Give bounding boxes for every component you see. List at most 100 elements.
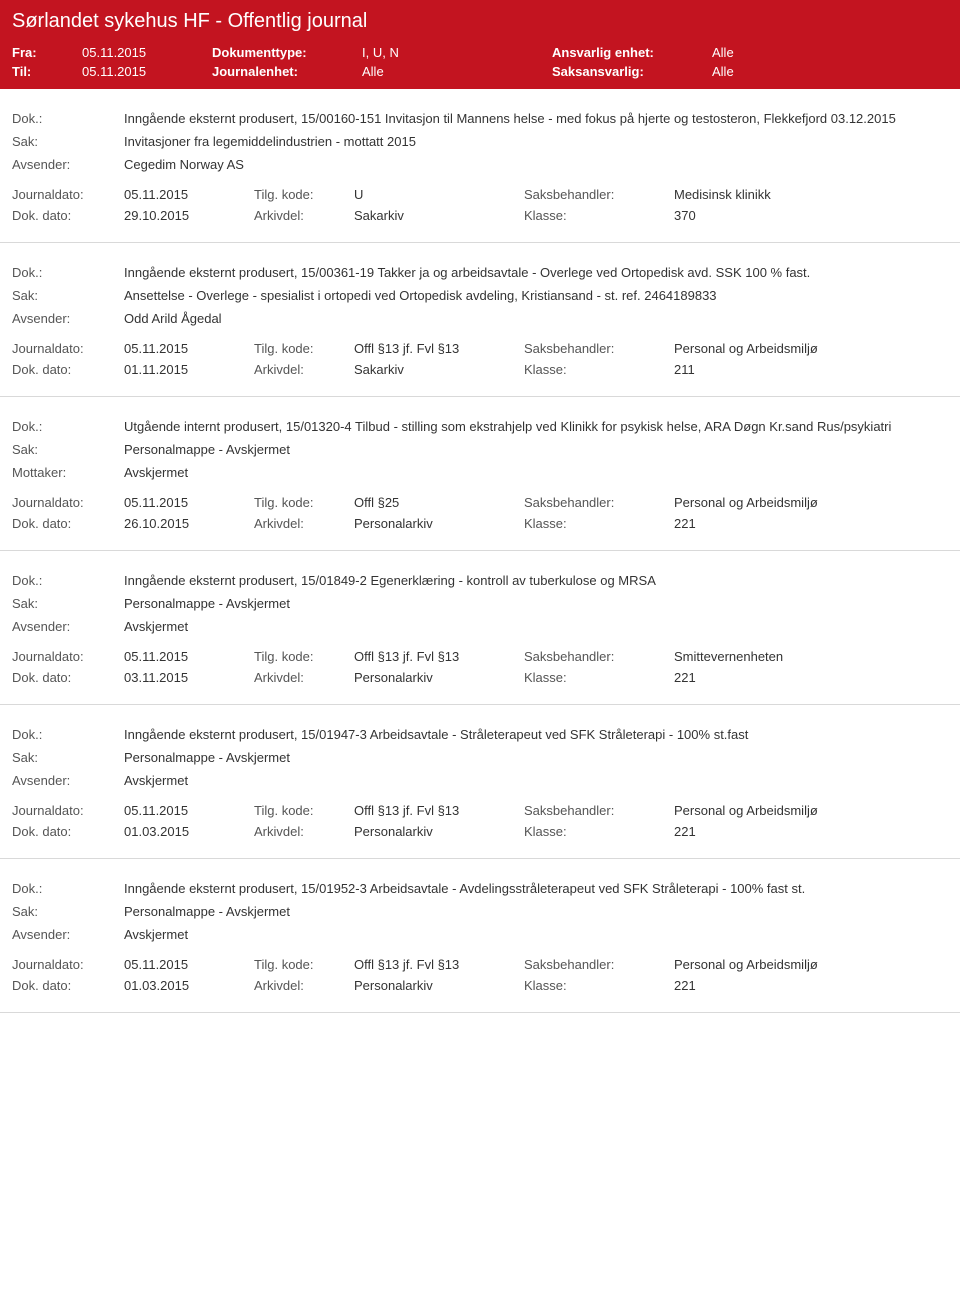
- party-label: Avsender:: [12, 157, 124, 172]
- page-title: Sørlandet sykehus HF - Offentlig journal: [12, 10, 948, 33]
- dokdato-label: Dok. dato:: [12, 978, 124, 993]
- journaldato-label: Journaldato:: [12, 803, 124, 818]
- saksbehandler-value: Smittevernenheten: [674, 649, 948, 664]
- party-value: Avskjermet: [124, 619, 948, 634]
- journaldato-label: Journaldato:: [12, 495, 124, 510]
- tilgkode-label: Tilg. kode:: [254, 803, 354, 818]
- klasse-value: 211: [674, 362, 948, 377]
- dok-value: Inngående eksternt produsert, 15/00361-1…: [124, 265, 948, 280]
- dok-label: Dok.:: [12, 265, 124, 280]
- arkivdel-value: Sakarkiv: [354, 362, 524, 377]
- klasse-value: 221: [674, 978, 948, 993]
- til-label: Til:: [12, 64, 82, 79]
- saksbehandler-value: Medisinsk klinikk: [674, 187, 948, 202]
- tilgkode-label: Tilg. kode:: [254, 957, 354, 972]
- sak-label: Sak:: [12, 904, 124, 919]
- arkivdel-label: Arkivdel:: [254, 516, 354, 531]
- dokdato-label: Dok. dato:: [12, 516, 124, 531]
- dokdato-value: 26.10.2015: [124, 516, 254, 531]
- journaldato-label: Journaldato:: [12, 341, 124, 356]
- page-header: Sørlandet sykehus HF - Offentlig journal…: [0, 0, 960, 89]
- party-label: Avsender:: [12, 619, 124, 634]
- saks-label: Saksansvarlig:: [552, 64, 712, 79]
- dokdato-value: 03.11.2015: [124, 670, 254, 685]
- klasse-value: 370: [674, 208, 948, 223]
- dokdato-value: 29.10.2015: [124, 208, 254, 223]
- tilgkode-value: Offl §13 jf. Fvl §13: [354, 803, 524, 818]
- sak-value: Personalmappe - Avskjermet: [124, 596, 948, 611]
- dokdato-label: Dok. dato:: [12, 208, 124, 223]
- dok-label: Dok.:: [12, 727, 124, 742]
- tilgkode-value: Offl §13 jf. Fvl §13: [354, 341, 524, 356]
- sak-value: Ansettelse - Overlege - spesialist i ort…: [124, 288, 948, 303]
- journal-entries: Dok.: Inngående eksternt produsert, 15/0…: [0, 89, 960, 1013]
- saksbehandler-value: Personal og Arbeidsmiljø: [674, 495, 948, 510]
- sak-label: Sak:: [12, 134, 124, 149]
- saksbehandler-value: Personal og Arbeidsmiljø: [674, 803, 948, 818]
- journaldato-value: 05.11.2015: [124, 341, 254, 356]
- party-value: Odd Arild Ågedal: [124, 311, 948, 326]
- klasse-value: 221: [674, 824, 948, 839]
- tilgkode-value: Offl §13 jf. Fvl §13: [354, 649, 524, 664]
- journalenhet-value: Alle: [362, 64, 552, 79]
- sak-label: Sak:: [12, 442, 124, 457]
- party-value: Cegedim Norway AS: [124, 157, 948, 172]
- sak-value: Personalmappe - Avskjermet: [124, 904, 948, 919]
- til-value: 05.11.2015: [82, 64, 212, 79]
- dok-label: Dok.:: [12, 573, 124, 588]
- party-label: Mottaker:: [12, 465, 124, 480]
- dokdato-label: Dok. dato:: [12, 362, 124, 377]
- saksbehandler-value: Personal og Arbeidsmiljø: [674, 341, 948, 356]
- sak-label: Sak:: [12, 750, 124, 765]
- saksbehandler-label: Saksbehandler:: [524, 341, 674, 356]
- dok-label: Dok.:: [12, 111, 124, 126]
- saksbehandler-value: Personal og Arbeidsmiljø: [674, 957, 948, 972]
- arkivdel-value: Personalarkiv: [354, 516, 524, 531]
- arkivdel-value: Personalarkiv: [354, 670, 524, 685]
- arkivdel-value: Personalarkiv: [354, 978, 524, 993]
- dokdato-value: 01.03.2015: [124, 824, 254, 839]
- arkivdel-label: Arkivdel:: [254, 362, 354, 377]
- dok-value: Inngående eksternt produsert, 15/01952-3…: [124, 881, 948, 896]
- saks-value: Alle: [712, 64, 734, 79]
- doktype-label: Dokumenttype:: [212, 45, 362, 60]
- party-label: Avsender:: [12, 773, 124, 788]
- klasse-label: Klasse:: [524, 824, 674, 839]
- header-row-2: Til: 05.11.2015 Journalenhet: Alle Saksa…: [12, 62, 948, 81]
- arkivdel-label: Arkivdel:: [254, 978, 354, 993]
- journal-entry: Dok.: Inngående eksternt produsert, 15/0…: [0, 243, 960, 397]
- journaldato-value: 05.11.2015: [124, 495, 254, 510]
- arkivdel-label: Arkivdel:: [254, 824, 354, 839]
- journal-entry: Dok.: Utgående internt produsert, 15/013…: [0, 397, 960, 551]
- dokdato-label: Dok. dato:: [12, 670, 124, 685]
- dok-label: Dok.:: [12, 881, 124, 896]
- dok-value: Inngående eksternt produsert, 15/01947-3…: [124, 727, 948, 742]
- journal-entry: Dok.: Inngående eksternt produsert, 15/0…: [0, 551, 960, 705]
- journal-entry: Dok.: Inngående eksternt produsert, 15/0…: [0, 89, 960, 243]
- arkivdel-value: Sakarkiv: [354, 208, 524, 223]
- doktype-value: I, U, N: [362, 45, 552, 60]
- klasse-label: Klasse:: [524, 670, 674, 685]
- party-value: Avskjermet: [124, 465, 948, 480]
- tilgkode-value: Offl §25: [354, 495, 524, 510]
- dok-value: Inngående eksternt produsert, 15/00160-1…: [124, 111, 948, 126]
- header-row-1: Fra: 05.11.2015 Dokumenttype: I, U, N An…: [12, 43, 948, 62]
- tilgkode-label: Tilg. kode:: [254, 187, 354, 202]
- arkivdel-label: Arkivdel:: [254, 670, 354, 685]
- journaldato-label: Journaldato:: [12, 187, 124, 202]
- journaldato-value: 05.11.2015: [124, 187, 254, 202]
- klasse-label: Klasse:: [524, 516, 674, 531]
- saksbehandler-label: Saksbehandler:: [524, 649, 674, 664]
- journalenhet-label: Journalenhet:: [212, 64, 362, 79]
- fra-value: 05.11.2015: [82, 45, 212, 60]
- arkivdel-label: Arkivdel:: [254, 208, 354, 223]
- dok-value: Utgående internt produsert, 15/01320-4 T…: [124, 419, 948, 434]
- journal-entry: Dok.: Inngående eksternt produsert, 15/0…: [0, 705, 960, 859]
- sak-label: Sak:: [12, 288, 124, 303]
- saksbehandler-label: Saksbehandler:: [524, 803, 674, 818]
- saksbehandler-label: Saksbehandler:: [524, 957, 674, 972]
- tilgkode-label: Tilg. kode:: [254, 341, 354, 356]
- journaldato-label: Journaldato:: [12, 649, 124, 664]
- sak-value: Personalmappe - Avskjermet: [124, 442, 948, 457]
- journaldato-value: 05.11.2015: [124, 957, 254, 972]
